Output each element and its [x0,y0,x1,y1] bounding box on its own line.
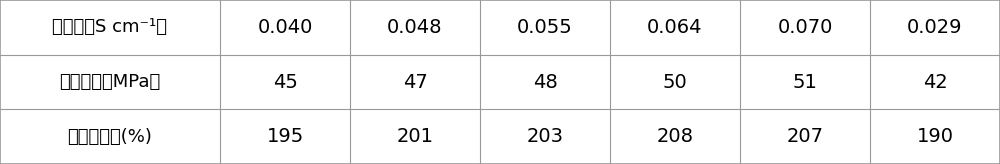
Text: 203: 203 [526,127,563,146]
Text: 0.055: 0.055 [517,18,573,37]
Text: 0.064: 0.064 [647,18,703,37]
Text: 51: 51 [793,72,817,92]
Text: 42: 42 [923,72,947,92]
Text: 0.029: 0.029 [907,18,963,37]
Text: 断裂伸长率(%): 断裂伸长率(%) [68,128,152,146]
Text: 47: 47 [403,72,427,92]
Text: 0.048: 0.048 [387,18,443,37]
Text: 208: 208 [656,127,694,146]
Text: 48: 48 [533,72,557,92]
Text: 45: 45 [273,72,297,92]
Text: 195: 195 [266,127,304,146]
Text: 201: 201 [396,127,434,146]
Text: 190: 190 [916,127,954,146]
Text: 207: 207 [786,127,823,146]
Text: 拉伸强度（MPa）: 拉伸强度（MPa） [59,73,161,91]
Text: 0.040: 0.040 [257,18,313,37]
Text: 0.070: 0.070 [777,18,833,37]
Text: 电导率（S cm⁻¹）: 电导率（S cm⁻¹） [52,18,168,36]
Text: 50: 50 [663,72,687,92]
